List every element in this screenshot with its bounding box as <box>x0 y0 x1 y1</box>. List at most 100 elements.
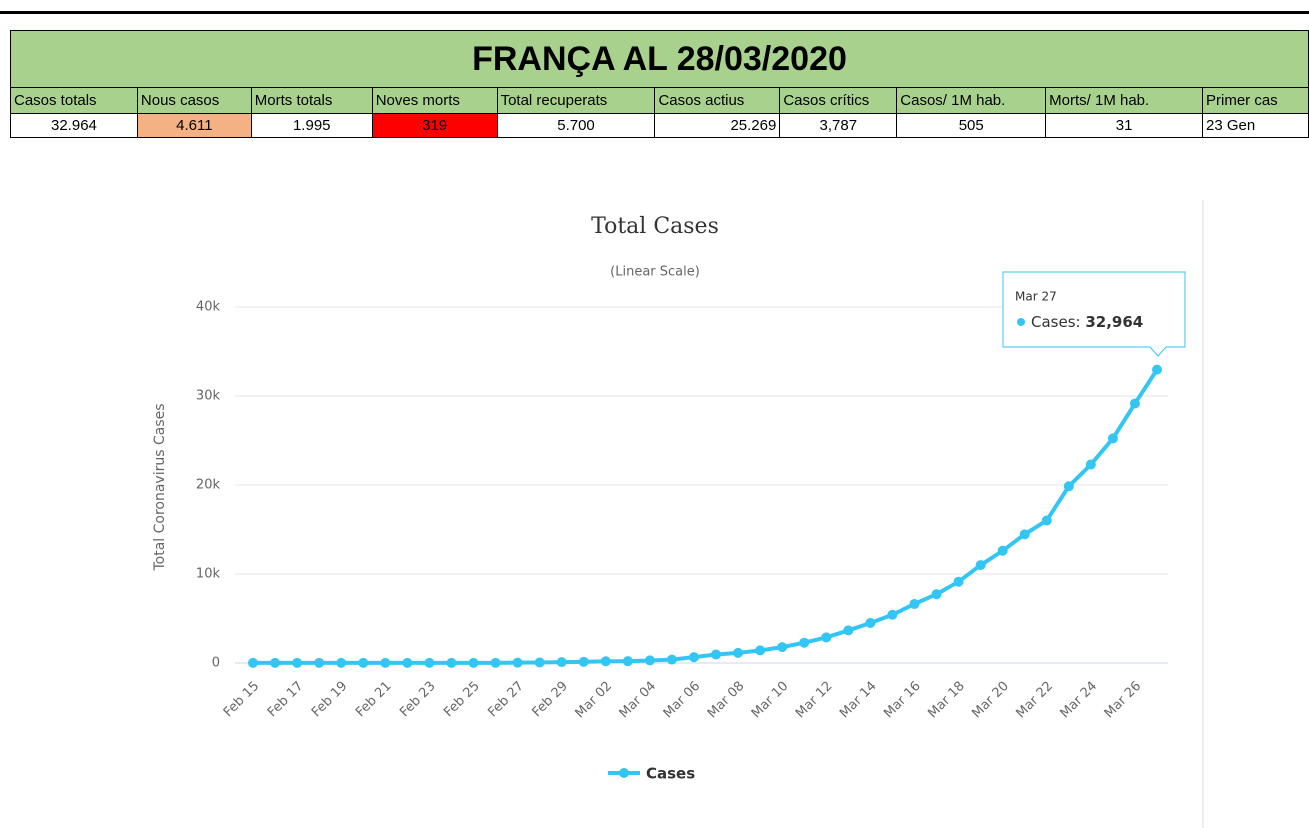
data-point <box>865 617 876 628</box>
tooltip-label: Cases: <box>1031 313 1085 331</box>
tooltip-title: Mar 27 <box>1015 290 1057 304</box>
data-point <box>1085 459 1096 470</box>
data-point <box>578 656 589 667</box>
data-cell: 25.269 <box>654 113 781 138</box>
chart-title: Total Cases <box>591 214 719 239</box>
y-tick-label: 10k <box>196 567 221 582</box>
data-cell: 5.700 <box>496 113 656 138</box>
x-tick-label: Feb 17 <box>265 679 307 721</box>
data-cell: 505 <box>896 113 1047 138</box>
data-point <box>1152 364 1162 375</box>
data-point <box>468 657 479 668</box>
tooltip: Mar 27 Cases: 32,964 <box>1002 271 1186 357</box>
data-point <box>755 645 766 656</box>
header-cell: Casos totals <box>10 87 138 114</box>
data-point <box>931 589 942 600</box>
data-point <box>821 632 832 643</box>
data-cell: 4.611 <box>136 113 252 138</box>
data-point <box>556 657 567 668</box>
header-cell: Casos actius <box>654 87 781 114</box>
x-tick-label: Mar 02 <box>573 679 616 722</box>
data-point <box>490 657 501 668</box>
y-axis-label: Total Coronavirus Cases <box>152 403 168 571</box>
tooltip-value: 32,964 <box>1085 313 1143 331</box>
data-point <box>777 642 788 653</box>
x-tick-label: Feb 15 <box>221 679 263 721</box>
data-cell: 32.964 <box>10 113 138 138</box>
data-point <box>600 656 611 667</box>
tooltip-box <box>1002 271 1186 357</box>
table-title: FRANÇA AL 28/03/2020 <box>10 30 1309 88</box>
data-point <box>733 647 744 658</box>
header-cell: Morts totals <box>250 87 373 114</box>
data-point <box>622 656 633 667</box>
y-tick-label: 0 <box>212 656 220 671</box>
x-tick-label: Mar 04 <box>617 679 660 722</box>
chart-subtitle: (Linear Scale) <box>610 265 700 280</box>
data-point <box>336 657 347 668</box>
data-point <box>292 657 303 668</box>
data-point <box>843 625 854 636</box>
series-line <box>253 368 1159 665</box>
header-cell: Morts/ 1M hab. <box>1045 87 1203 114</box>
tooltip-dot <box>1017 318 1025 326</box>
data-point <box>799 637 810 648</box>
x-tick-label: Feb 23 <box>397 679 439 721</box>
x-tick-label: Mar 24 <box>1058 679 1101 722</box>
header-cell: Noves morts <box>371 87 498 114</box>
data-point <box>512 657 523 668</box>
x-tick-label: Feb 19 <box>309 679 351 721</box>
data-point <box>1107 433 1118 444</box>
data-point <box>446 657 457 668</box>
tooltip-text: Cases: 32,964 <box>1031 313 1143 331</box>
x-tick-label: Mar 20 <box>969 679 1012 722</box>
header-cell: Casos/ 1M hab. <box>896 87 1047 114</box>
y-tick-label: 40k <box>196 300 221 315</box>
data-point <box>358 657 369 668</box>
y-tick-label: 20k <box>196 478 221 493</box>
data-point <box>380 657 391 668</box>
data-point <box>248 657 258 668</box>
x-tick-label: Mar 18 <box>925 679 968 722</box>
x-tick-label: Feb 25 <box>441 679 483 721</box>
data-cell: 1.995 <box>250 113 373 138</box>
data-point <box>711 649 722 660</box>
data-point <box>644 655 655 666</box>
x-tick-label: Mar 14 <box>837 679 880 722</box>
data-cell: 23 Gen <box>1202 113 1309 138</box>
data-point <box>1019 529 1030 540</box>
x-tick-label: Feb 21 <box>353 679 395 721</box>
data-point <box>314 657 325 668</box>
data-point <box>270 657 281 668</box>
data-point <box>975 560 986 571</box>
data-point <box>1041 515 1052 526</box>
x-tick-label: Mar 16 <box>881 679 924 722</box>
data-point <box>424 657 435 668</box>
x-tick-label: Mar 26 <box>1102 679 1145 722</box>
header-cell: Nous casos <box>136 87 252 114</box>
data-point <box>909 598 920 609</box>
data-point <box>402 657 413 668</box>
x-tick-label: Feb 29 <box>529 679 571 721</box>
data-point <box>1063 481 1074 492</box>
data-cell: 31 <box>1045 113 1203 138</box>
data-point <box>534 657 545 668</box>
data-point <box>666 654 677 665</box>
data-point <box>953 576 964 587</box>
x-tick-label: Mar 12 <box>793 679 836 722</box>
x-tick-label: Feb 27 <box>485 679 527 721</box>
data-point <box>1129 398 1140 409</box>
data-cell: 3,787 <box>779 113 898 138</box>
data-point <box>688 652 699 663</box>
x-tick-label: Mar 10 <box>749 679 792 722</box>
y-tick-label: 30k <box>196 389 221 404</box>
legend-label: Cases <box>646 765 695 783</box>
data-cell: 319 <box>371 113 498 138</box>
x-tick-label: Mar 08 <box>705 679 748 722</box>
data-point <box>887 609 898 620</box>
summary-table: FRANÇA AL 28/03/2020 Casos totals Nous ca… <box>10 30 1309 138</box>
header-cell: Primer cas <box>1202 87 1309 114</box>
x-tick-label: Mar 06 <box>661 679 704 722</box>
